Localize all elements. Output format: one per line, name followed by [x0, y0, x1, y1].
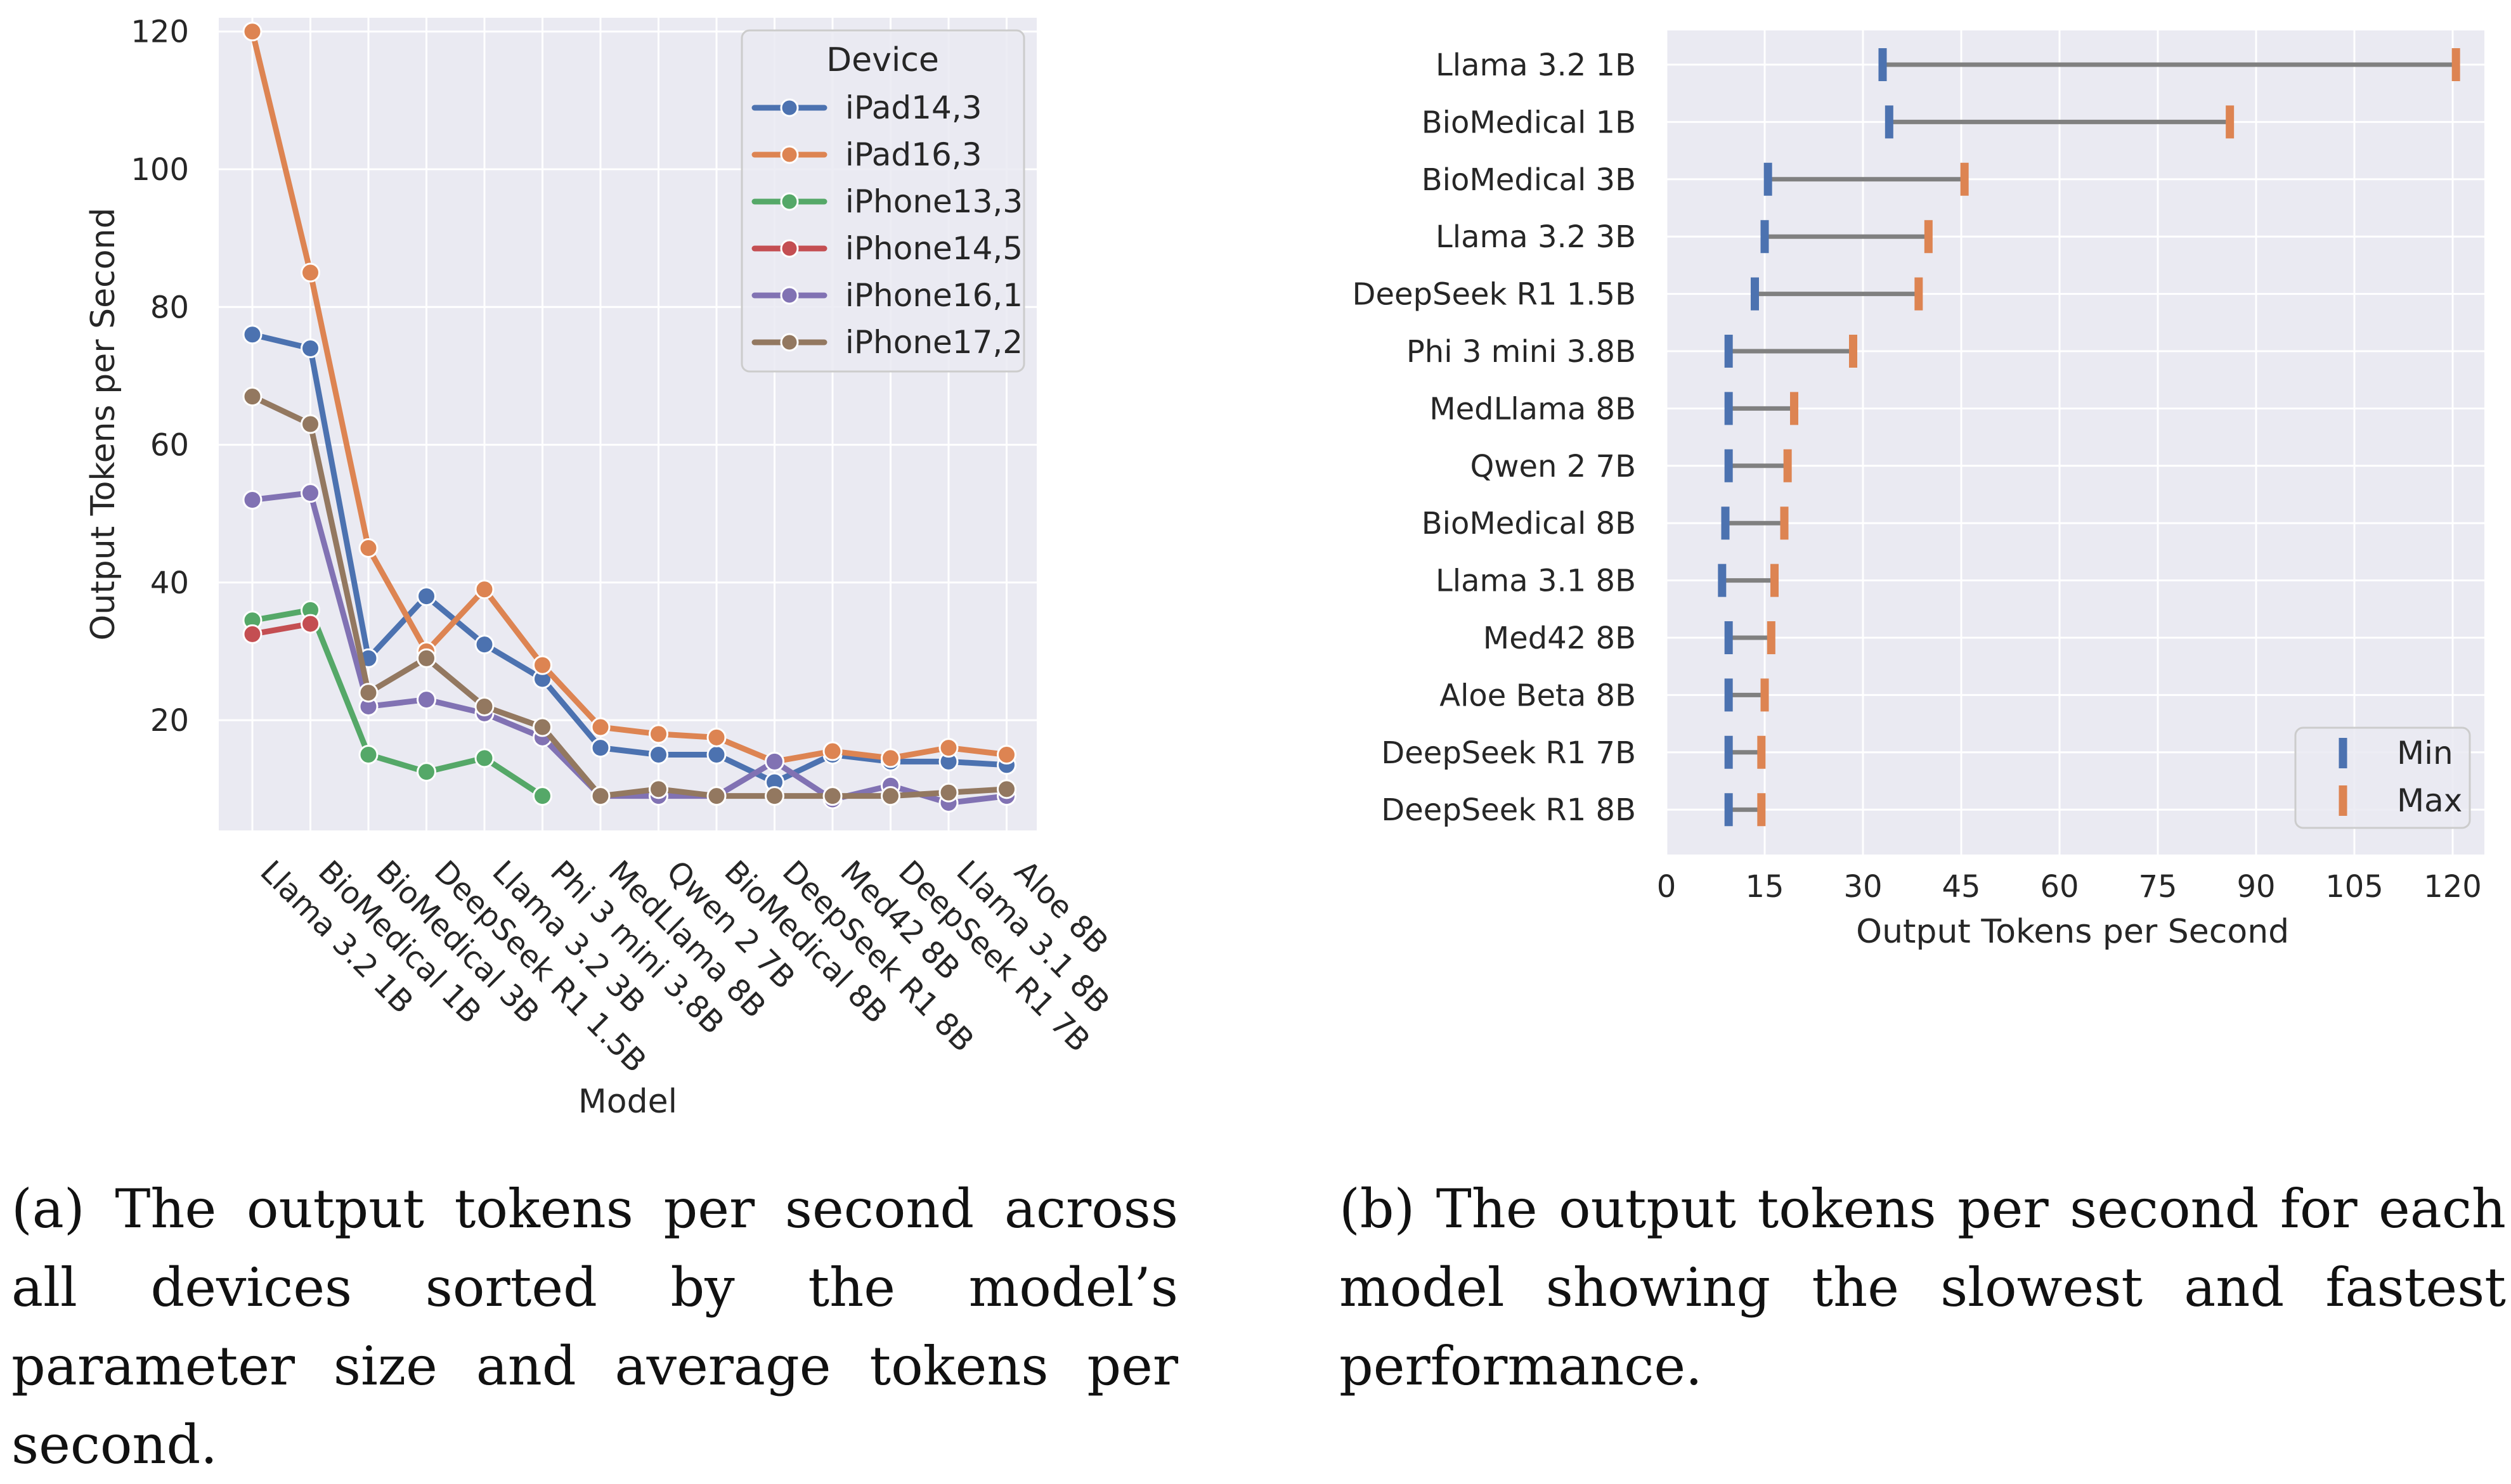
chart-a-point-ipad16-3 — [997, 744, 1016, 765]
chart-b-y-tick-label: Qwen 2 7B — [1470, 449, 1636, 484]
chart-a-point-ipad16-3 — [301, 262, 320, 283]
chart-a-legend-marker-iphone14-5 — [780, 239, 799, 258]
chart-b-x-tick-label: 60 — [2040, 869, 2079, 905]
chart-a-point-iphone17-2 — [938, 782, 959, 803]
chart-a-legend-marker-iphone16-1 — [780, 286, 799, 305]
chart-a-y-tick-label: 120 — [131, 15, 189, 50]
chart-a-point-iphone17-2 — [474, 696, 495, 716]
chart-b-y-tick-label: Phi 3 mini 3.8B — [1406, 334, 1636, 370]
chart-a-point-ipad16-3 — [938, 738, 959, 758]
chart-a-legend-marker-ipad16-3 — [780, 145, 799, 164]
chart-b-legend-label: Min — [2397, 735, 2453, 771]
chart-a-point-iphone13-3 — [533, 786, 552, 806]
chart-b-x-axis-title: Output Tokens per Second — [1856, 913, 2289, 951]
chart-b-x-tick-label: 15 — [1745, 869, 1784, 905]
chart-b-y-tick-label: Llama 3.2 1B — [1436, 48, 1636, 83]
chart-b-x-tick-label: 90 — [2236, 869, 2275, 905]
chart-b-y-tick-label: BioMedical 8B — [1422, 506, 1636, 541]
chart-a-point-ipad14-3 — [590, 738, 611, 758]
chart-a-y-tick-label: 40 — [150, 565, 189, 601]
chart-a-point-ipad16-3 — [649, 724, 668, 744]
chart-b-x-tick-label: 0 — [1657, 869, 1677, 905]
chart-a-x-axis-title: Model — [578, 1083, 677, 1121]
chart-a-point-iphone17-2 — [822, 786, 843, 806]
chart-a-legend-label: iPad14,3 — [845, 89, 982, 126]
chart-b-y-tick-label: DeepSeek R1 8B — [1381, 792, 1636, 828]
chart-a-legend-marker-iphone13-3 — [780, 192, 799, 211]
chart-a-point-iphone17-2 — [301, 414, 320, 434]
chart-a-legend: Device iPad14,3 iPad16,3 iPhone13,3 iPhone14… — [741, 29, 1025, 373]
caption-a: (a) The output tokens per second across … — [11, 1178, 1178, 1476]
chart-b-y-tick-label: DeepSeek R1 7B — [1381, 735, 1636, 771]
chart-b-y-tick-label: BioMedical 3B — [1422, 162, 1636, 198]
chart-b-legend: Min Max — [2294, 726, 2471, 829]
chart-a-point-ipad16-3 — [822, 741, 843, 761]
chart-b-x-tick-label: 105 — [2325, 869, 2384, 905]
chart-a-point-ipad14-3 — [706, 744, 727, 765]
chart-a-y-tick-label: 20 — [150, 703, 189, 739]
chart-a-point-ipad14-3 — [474, 635, 495, 655]
chart-a-point-iphone17-2 — [590, 786, 611, 806]
chart-a-y-tick-label: 80 — [150, 290, 189, 325]
chart-a-legend-label: iPhone17,2 — [845, 324, 1023, 361]
chart-a-legend-label: iPhone13,3 — [845, 183, 1023, 220]
chart-b-x-tick-label: 45 — [1942, 869, 1980, 905]
chart-a-y-tick-label: 100 — [131, 152, 189, 188]
chart-a-point-ipad16-3 — [881, 748, 900, 768]
chart-b-y-tick-label: Llama 3.1 8B — [1436, 564, 1636, 599]
chart-a-point-ipad16-3 — [590, 717, 611, 737]
chart-a-point-iphone17-2 — [997, 779, 1016, 799]
chart-a-point-ipad16-3 — [474, 579, 495, 600]
chart-a-point-iphone16-1 — [417, 690, 436, 710]
chart-a-point-ipad16-3 — [533, 655, 552, 675]
chart-a-point-iphone14-5 — [242, 624, 263, 644]
chart-b-legend-label: Max — [2397, 782, 2462, 819]
chart-a-legend-marker-iphone17-2 — [780, 333, 799, 352]
chart-a-point-ipad14-3 — [301, 338, 320, 358]
chart-a-point-ipad16-3 — [706, 727, 727, 747]
chart-b-range-chart: 0 15 30 45 60 75 90 105 120 Llama 3.2 1B BioMedica… — [1353, 30, 2484, 951]
chart-b-x-tick-label: 75 — [2138, 869, 2177, 905]
chart-a-legend-label: iPad16,3 — [845, 136, 982, 173]
chart-b-y-tick-label: Aloe Beta 8B — [1439, 678, 1636, 713]
chart-a-point-iphone13-3 — [358, 744, 379, 765]
chart-a-point-iphone17-2 — [242, 387, 263, 407]
chart-a-point-ipad14-3 — [417, 586, 436, 607]
chart-a-legend-title: Device — [826, 41, 939, 79]
chart-a-point-ipad14-3 — [242, 325, 263, 345]
chart-b-plot-area — [1666, 30, 2484, 855]
chart-a-point-ipad14-3 — [649, 744, 668, 765]
chart-a-legend-label: iPhone14,5 — [845, 230, 1023, 267]
chart-b-y-tick-label: BioMedical 1B — [1422, 105, 1636, 140]
chart-a-point-iphone17-2 — [881, 786, 900, 806]
chart-a-y-axis-title: Output Tokens per Second — [84, 207, 122, 640]
chart-a-legend-marker-ipad14-3 — [780, 98, 799, 117]
caption-b: (b) The output tokens per second for eac… — [1339, 1178, 2506, 1397]
chart-a-point-iphone17-2 — [706, 786, 727, 806]
chart-a-y-tick-label: 60 — [150, 428, 189, 463]
chart-a-point-iphone17-2 — [533, 717, 552, 737]
chart-a-point-iphone14-5 — [301, 614, 320, 634]
chart-a-point-iphone16-1 — [242, 490, 263, 510]
chart-a-legend-label: iPhone16,1 — [845, 277, 1023, 314]
chart-a-legend-frame — [741, 29, 1025, 373]
chart-a-point-iphone13-3 — [474, 748, 495, 768]
chart-a-point-ipad16-3 — [358, 538, 379, 558]
chart-b-x-tick-label: 30 — [1843, 869, 1882, 905]
chart-a-point-iphone17-2 — [765, 786, 784, 806]
chart-a-point-iphone17-2 — [649, 779, 668, 799]
chart-a-point-iphone16-1 — [765, 751, 784, 771]
chart-b-y-tick-label: Llama 3.2 3B — [1436, 219, 1636, 255]
chart-a-point-iphone17-2 — [358, 683, 379, 703]
chart-b-x-tick-label: 120 — [2423, 869, 2482, 905]
chart-b-y-tick-label: DeepSeek R1 1.5B — [1353, 277, 1637, 313]
chart-a-point-ipad16-3 — [242, 22, 263, 42]
chart-a-point-iphone16-1 — [301, 483, 320, 503]
chart-a-point-iphone17-2 — [417, 648, 436, 668]
chart-a-point-iphone13-3 — [417, 762, 436, 782]
chart-b-y-tick-label: Med42 8B — [1483, 621, 1636, 656]
chart-b-y-tick-label: MedLlama 8B — [1429, 391, 1636, 427]
